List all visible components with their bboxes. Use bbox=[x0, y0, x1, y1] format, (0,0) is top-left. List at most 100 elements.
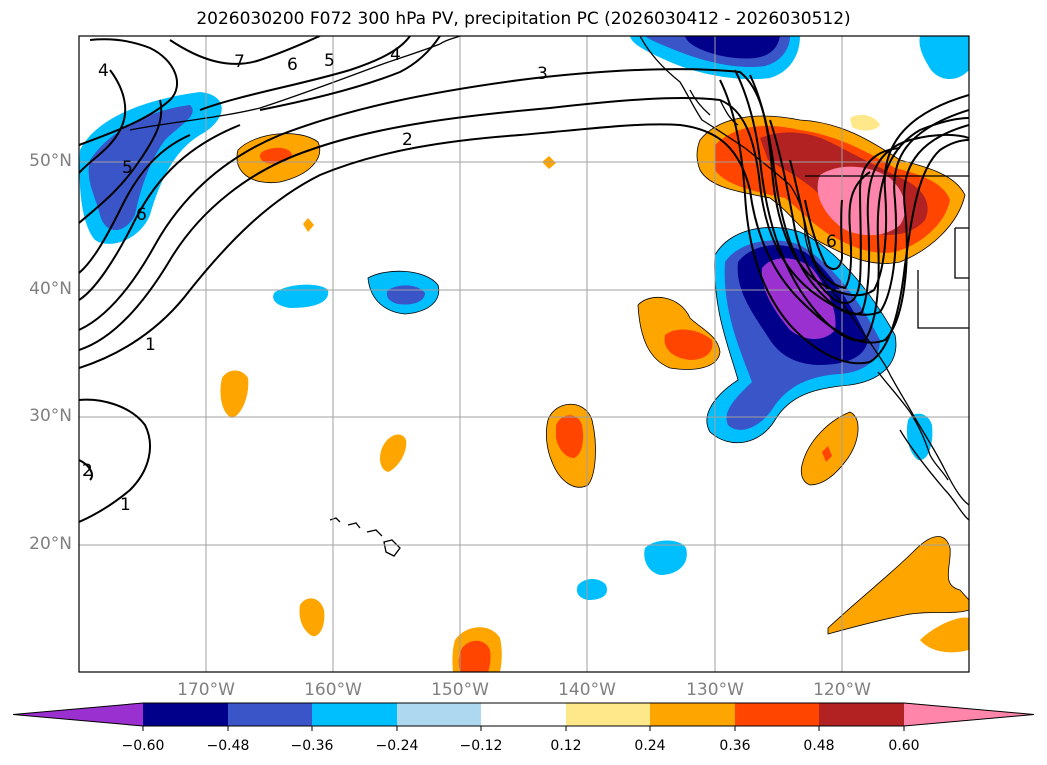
colorbar-tick-8: 0.36 bbox=[719, 738, 751, 754]
precip-blob-pnw-small bbox=[850, 114, 880, 131]
lon-label-120w: 120°W bbox=[813, 680, 871, 700]
colorbar-tick-4: −0.24 bbox=[375, 738, 419, 754]
contour-label-f: 3 bbox=[537, 64, 548, 84]
pv-contour-6 bbox=[79, 99, 163, 224]
colorbar-extend-high bbox=[904, 703, 1034, 726]
border-state-2 bbox=[954, 227, 969, 279]
colorbar-bin-7 bbox=[650, 703, 735, 726]
outline-133w bbox=[637, 297, 721, 370]
lat-label-40: 40°N bbox=[29, 279, 72, 299]
contour-label-e: 4 bbox=[390, 45, 401, 65]
precip-blob-142w-core bbox=[556, 415, 584, 458]
precip-blob-pnw-core bbox=[817, 166, 906, 236]
lon-label-140w: 140°W bbox=[558, 680, 616, 700]
colorbar-bin-9 bbox=[819, 703, 904, 726]
colorbar-bin-8 bbox=[735, 703, 819, 726]
colorbar-bin-2 bbox=[228, 703, 312, 726]
pv-contour-1 bbox=[79, 123, 969, 369]
precip-blob-se-1 bbox=[828, 536, 969, 634]
pv-contour-12 bbox=[79, 398, 151, 523]
colorbar-tick-5: −0.12 bbox=[459, 738, 503, 754]
coastline-hawaii bbox=[329, 517, 401, 557]
pv-contour-trough-e bbox=[804, 199, 844, 271]
pv-contour-trough-c bbox=[769, 119, 901, 305]
pv-contour-3 bbox=[79, 68, 969, 331]
colorbar-tick-6: 0.12 bbox=[550, 738, 582, 754]
pv-contour-11 bbox=[259, 36, 441, 111]
coastlines bbox=[129, 36, 969, 557]
lat-label-30: 30°N bbox=[29, 406, 72, 426]
coastline-baja bbox=[877, 371, 949, 481]
precip-blob-151w-core bbox=[458, 640, 491, 672]
coastline-north-america bbox=[639, 36, 969, 506]
pv-contour-trough-outer bbox=[719, 79, 969, 365]
precip-blob-168w bbox=[220, 370, 249, 418]
precip-blob-nw-corner bbox=[919, 36, 969, 80]
pv-contour-8 bbox=[79, 38, 179, 146]
colorbar-tick-9: 0.48 bbox=[803, 738, 835, 754]
precip-blob-baja bbox=[906, 413, 933, 461]
pv-contour-5 bbox=[79, 134, 191, 274]
pv-contours bbox=[79, 36, 969, 523]
pv-contour-2 bbox=[79, 97, 969, 351]
pv-contour-10 bbox=[199, 36, 411, 111]
contour-label-m: 6 bbox=[826, 232, 837, 252]
coastline-aleutians bbox=[129, 43, 441, 131]
contour-label-l: 2 bbox=[82, 461, 93, 481]
contour-label-c: 6 bbox=[287, 55, 298, 75]
precip-blob-162w bbox=[299, 598, 325, 637]
outline-165w bbox=[236, 133, 320, 184]
pv-contour-trough-d bbox=[789, 159, 871, 290]
precip-blob-121w bbox=[801, 412, 859, 485]
chart-title: 2026030200 F072 300 hPa PV, precipitatio… bbox=[196, 9, 851, 29]
contour-label-j: 1 bbox=[145, 335, 156, 355]
contour-label-h: 5 bbox=[122, 158, 133, 178]
outline-153w bbox=[367, 270, 440, 315]
pv-contour-trough-a bbox=[734, 69, 969, 342]
coastline-mexico bbox=[899, 429, 969, 521]
lon-label-170w: 170°W bbox=[177, 680, 235, 700]
contour-label-i: 6 bbox=[136, 205, 147, 225]
colorbar-bin-4 bbox=[397, 703, 481, 726]
colorbar-bin-5 bbox=[481, 703, 566, 726]
outline-121w bbox=[800, 411, 859, 486]
colorbar-extend-low bbox=[13, 703, 143, 726]
colorbar-bin-1 bbox=[143, 703, 228, 726]
precip-blob-133w-core bbox=[664, 329, 713, 360]
colorbar bbox=[12, 702, 1035, 731]
contour-label-d: 5 bbox=[324, 51, 335, 71]
precip-blob-nw-core bbox=[88, 105, 193, 230]
colorbar-tick-3: −0.36 bbox=[290, 738, 334, 754]
pv-contour-trough-b bbox=[749, 74, 969, 316]
colorbar-tick-7: 0.24 bbox=[634, 738, 666, 754]
colorbar-bin-6 bbox=[566, 703, 650, 726]
map-frame bbox=[78, 35, 970, 673]
precip-blob-se-2 bbox=[920, 617, 969, 653]
contour-label-g: 2 bbox=[402, 130, 413, 150]
contour-label-k: 1 bbox=[120, 495, 131, 515]
border-state-1 bbox=[917, 270, 969, 329]
colorbar-tick-1: −0.60 bbox=[121, 738, 165, 754]
pv-contour-13 bbox=[79, 459, 93, 481]
colorbar-tick-10: 0.60 bbox=[888, 738, 920, 754]
lat-label-50: 50°N bbox=[29, 151, 72, 171]
precip-blob-small-1 bbox=[303, 218, 314, 232]
lon-label-160w: 160°W bbox=[304, 680, 362, 700]
pv-contour-4 bbox=[79, 124, 241, 301]
precip-blob-121w-core bbox=[822, 446, 832, 462]
precip-blob-alaska-core bbox=[685, 36, 780, 59]
outline-se bbox=[827, 536, 969, 635]
pv-contour-9 bbox=[169, 36, 321, 65]
outline-142w bbox=[545, 403, 596, 488]
precip-blob-156w bbox=[380, 434, 407, 472]
colorbar-tick-2: −0.48 bbox=[206, 738, 250, 754]
lon-label-150w: 150°W bbox=[431, 680, 489, 700]
map-area: 4 7 6 5 4 3 2 5 6 1 1 2 6 bbox=[79, 36, 969, 672]
colorbar-bin-3 bbox=[312, 703, 397, 726]
contour-label-b: 7 bbox=[234, 52, 245, 72]
outline-pnw bbox=[696, 115, 966, 264]
blob-outlines bbox=[236, 115, 969, 635]
contour-label-a: 4 bbox=[98, 61, 109, 81]
precip-blob-135w bbox=[644, 540, 687, 575]
